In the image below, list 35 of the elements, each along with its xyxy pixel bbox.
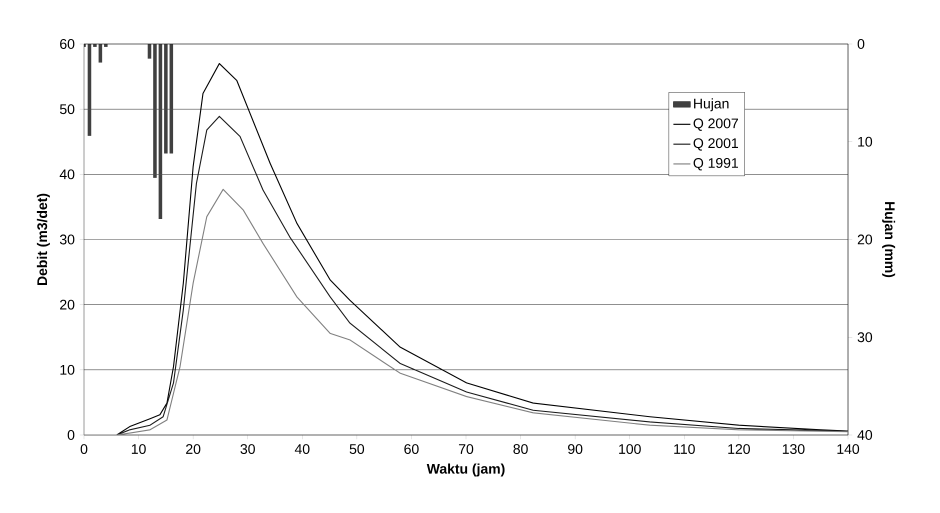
- x-tick-label: 70: [458, 444, 474, 454]
- x-tick-label: 60: [404, 444, 419, 454]
- y2-tick-label: 20: [858, 234, 872, 244]
- x-tick-label: 120: [728, 444, 750, 454]
- x-tick-label: 130: [782, 444, 805, 454]
- x-tick-label: 30: [240, 444, 255, 454]
- y-tick-label: 0: [68, 430, 74, 440]
- y-tick-label: 50: [60, 104, 74, 114]
- y-tick-label: 20: [60, 300, 74, 310]
- x-tick-label: 110: [674, 444, 695, 454]
- bar: [98, 44, 102, 63]
- y2-axis-title: Hujan (mm): [882, 202, 896, 278]
- y-tick-label: 30: [60, 234, 74, 244]
- x-tick-label: 100: [619, 444, 641, 454]
- y-axis-title: Debit (m3/det): [36, 194, 50, 286]
- x-axis-title: Waktu (jam): [426, 463, 505, 476]
- x-tick-label: 90: [568, 444, 582, 454]
- legend-label: Q 1991: [694, 158, 738, 170]
- x-tick-label: 20: [186, 444, 200, 454]
- y2-tick-label: 10: [858, 136, 872, 147]
- x-tick-label: 80: [513, 444, 528, 454]
- x-tick-label: 10: [132, 444, 146, 454]
- legend-label: Hujan: [694, 98, 728, 112]
- y2-tick-label: 40: [857, 430, 872, 440]
- legend-label: Q 2001: [694, 138, 738, 151]
- y2-tick-label: 0: [858, 39, 864, 49]
- x-tick-label: 140: [837, 444, 860, 454]
- y2-tick-label: 30: [858, 332, 872, 342]
- legend-label: Q 2007: [694, 118, 738, 131]
- x-tick-label: 0: [80, 444, 88, 454]
- y-tick-label: 40: [60, 169, 74, 180]
- y-tick-label: 60: [60, 39, 74, 49]
- x-tick-label: 50: [350, 444, 364, 454]
- y-tick-label: 10: [60, 364, 74, 375]
- x-tick-label: 40: [294, 444, 310, 454]
